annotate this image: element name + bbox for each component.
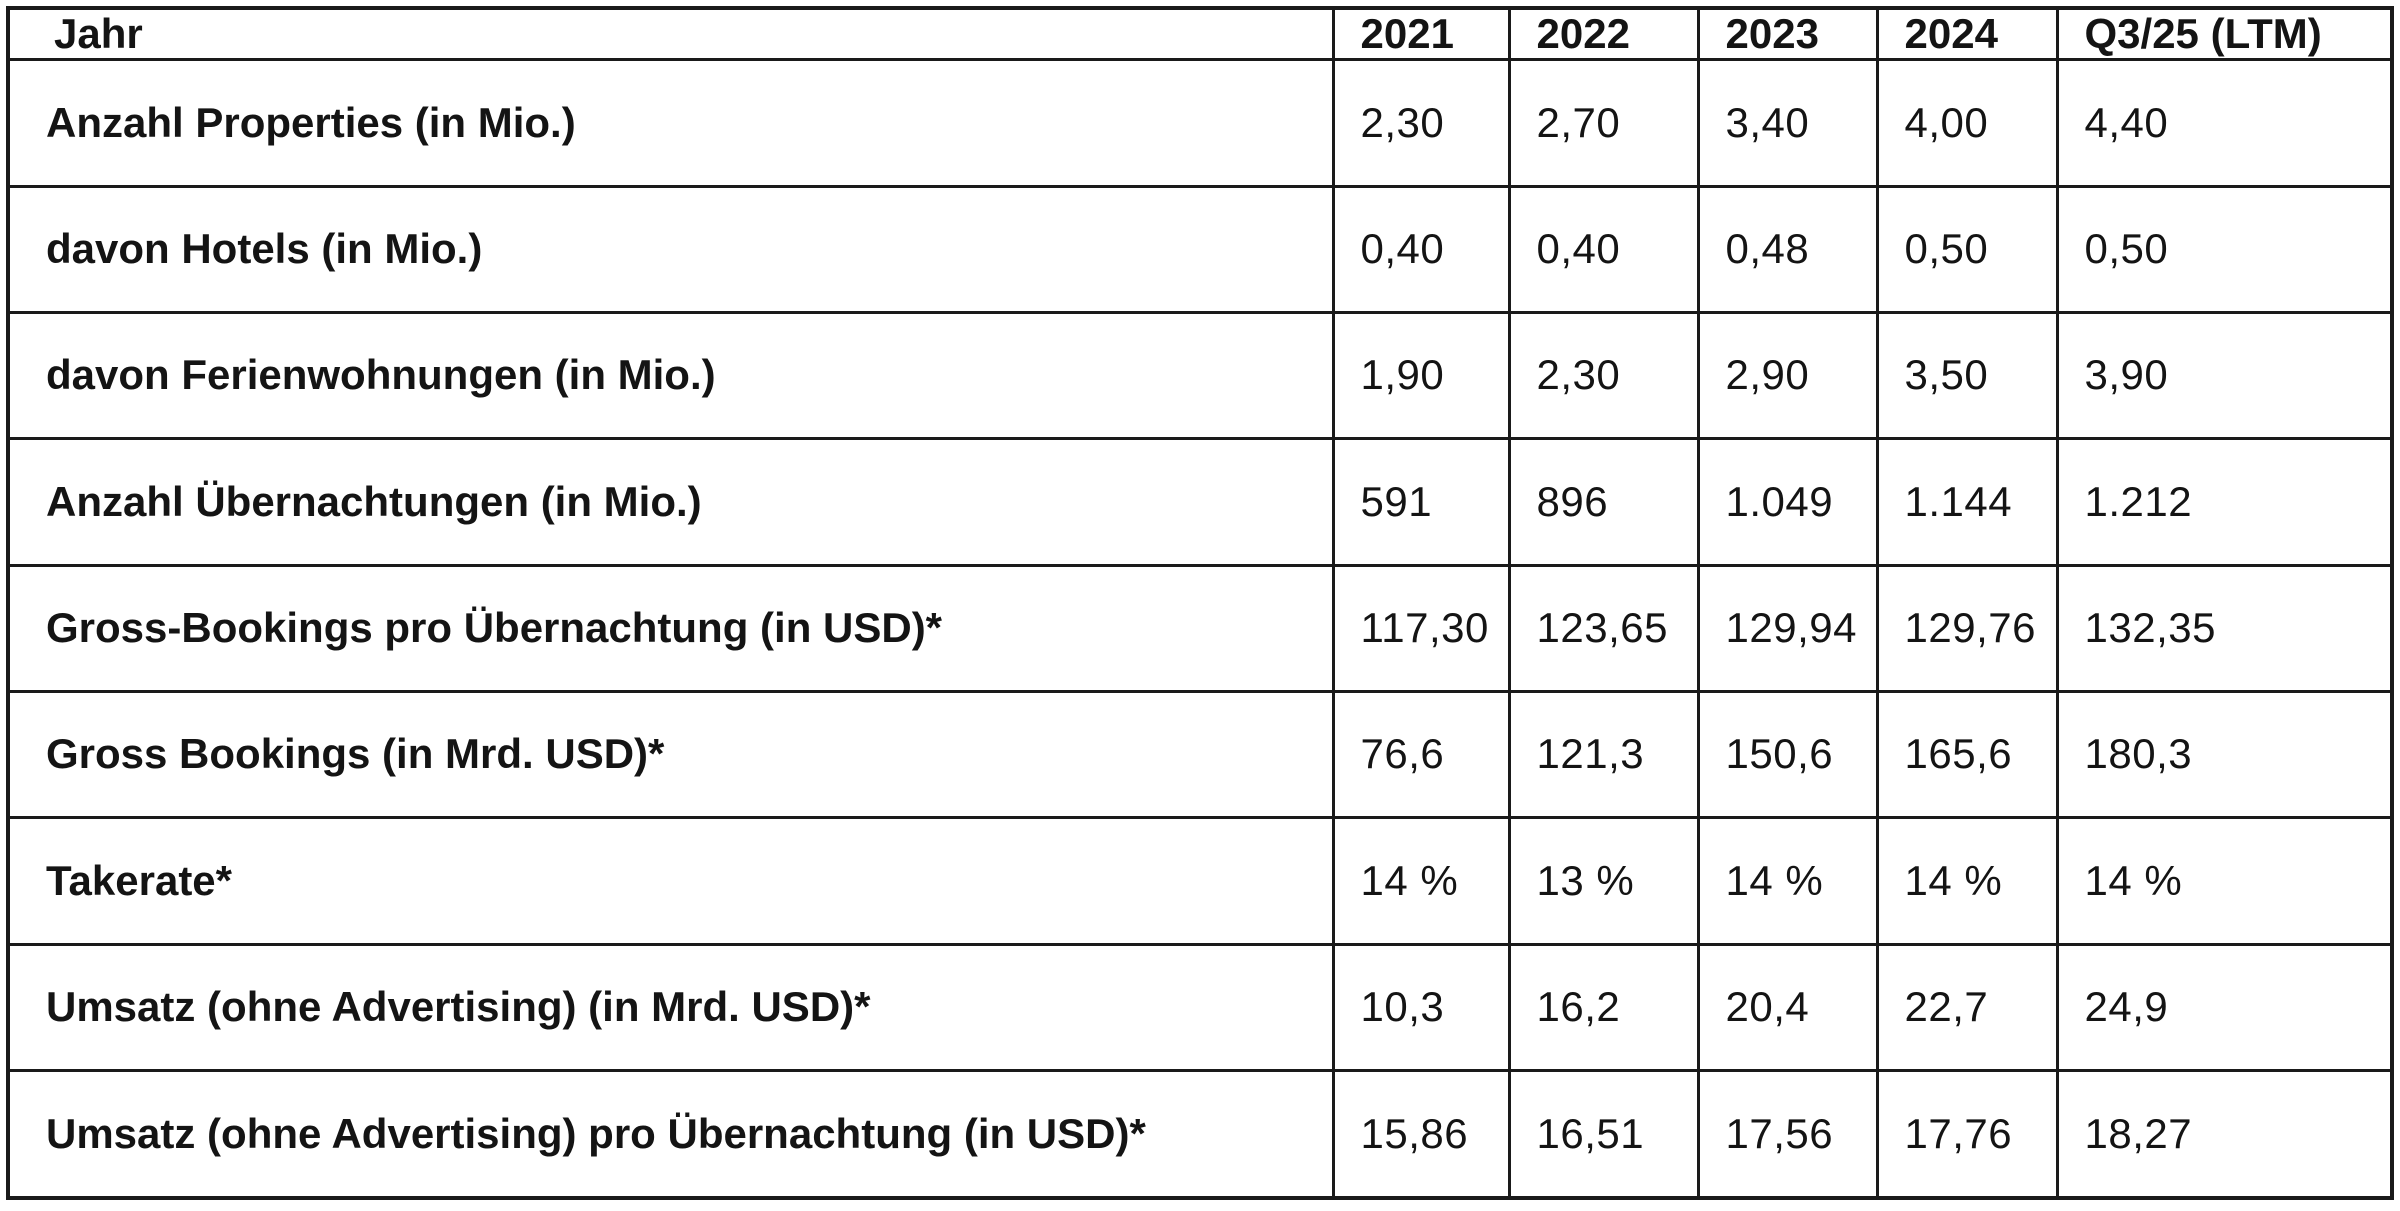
row-label: davon Ferienwohnungen (in Mio.)	[6, 310, 1335, 441]
cell-value: 165,6	[1875, 689, 2059, 820]
cell-value: 24,9	[2055, 942, 2394, 1072]
cell-value: 3,50	[1875, 310, 2059, 441]
cell-value: 121,3	[1507, 689, 1700, 820]
header-row: Jahr 2021 2022 2023 2024 Q3/25 (LTM)	[6, 6, 2394, 62]
table-row-umsatz-pro-uebernachtung: Umsatz (ohne Advertising) pro Übernachtu…	[6, 1068, 2394, 1200]
cell-value: 123,65	[1507, 563, 1700, 693]
table-row-anzahl-properties: Anzahl Properties (in Mio.) 2,30 2,70 3,…	[6, 58, 2394, 188]
financial-metrics-table: Jahr 2021 2022 2023 2024 Q3/25 (LTM) Anz…	[6, 6, 2394, 1200]
cell-value: 15,86	[1331, 1068, 1511, 1200]
column-header-2024: 2024	[1875, 6, 2059, 62]
cell-value: 3,40	[1696, 58, 1879, 188]
cell-value: 591	[1331, 437, 1511, 567]
cell-value: 1,90	[1331, 310, 1511, 441]
cell-value: 1.144	[1875, 437, 2059, 567]
cell-value: 0,40	[1331, 184, 1511, 314]
table-row-davon-hotels: davon Hotels (in Mio.) 0,40 0,40 0,48 0,…	[6, 184, 2394, 314]
cell-value: 1.212	[2055, 437, 2394, 567]
cell-value: 20,4	[1696, 942, 1879, 1072]
cell-value: 18,27	[2055, 1068, 2394, 1200]
cell-value: 4,40	[2055, 58, 2394, 188]
table-row-umsatz-ohne-advertising: Umsatz (ohne Advertising) (in Mrd. USD)*…	[6, 942, 2394, 1072]
cell-value: 16,2	[1507, 942, 1700, 1072]
cell-value: 2,90	[1696, 310, 1879, 441]
cell-value: 10,3	[1331, 942, 1511, 1072]
row-label: Takerate*	[6, 816, 1335, 946]
table-row-takerate: Takerate* 14 % 13 % 14 % 14 % 14 %	[6, 816, 2394, 946]
table-row-gross-bookings: Gross Bookings (in Mrd. USD)* 76,6 121,3…	[6, 689, 2394, 820]
column-header-2022: 2022	[1507, 6, 1700, 62]
cell-value: 4,00	[1875, 58, 2059, 188]
cell-value: 16,51	[1507, 1068, 1700, 1200]
table-row-gross-bookings-pro-uebernachtung: Gross-Bookings pro Übernachtung (in USD)…	[6, 563, 2394, 693]
column-header-jahr: Jahr	[6, 6, 1335, 62]
row-label: davon Hotels (in Mio.)	[6, 184, 1335, 314]
cell-value: 896	[1507, 437, 1700, 567]
financial-metrics-table-container: Jahr 2021 2022 2023 2024 Q3/25 (LTM) Anz…	[6, 6, 2394, 1200]
column-header-q3-25-ltm: Q3/25 (LTM)	[2055, 6, 2394, 62]
cell-value: 1.049	[1696, 437, 1879, 567]
cell-value: 150,6	[1696, 689, 1879, 820]
cell-value: 13 %	[1507, 816, 1700, 946]
cell-value: 14 %	[1331, 816, 1511, 946]
row-label: Gross Bookings (in Mrd. USD)*	[6, 689, 1335, 820]
cell-value: 2,70	[1507, 58, 1700, 188]
cell-value: 180,3	[2055, 689, 2394, 820]
cell-value: 129,94	[1696, 563, 1879, 693]
row-label: Anzahl Properties (in Mio.)	[6, 58, 1335, 188]
cell-value: 14 %	[2055, 816, 2394, 946]
cell-value: 3,90	[2055, 310, 2394, 441]
cell-value: 2,30	[1507, 310, 1700, 441]
cell-value: 0,50	[2055, 184, 2394, 314]
table-row-anzahl-uebernachtungen: Anzahl Übernachtungen (in Mio.) 591 896 …	[6, 437, 2394, 567]
cell-value: 117,30	[1331, 563, 1511, 693]
cell-value: 0,40	[1507, 184, 1700, 314]
cell-value: 0,48	[1696, 184, 1879, 314]
cell-value: 17,56	[1696, 1068, 1879, 1200]
row-label: Umsatz (ohne Advertising) pro Übernachtu…	[6, 1068, 1335, 1200]
row-label: Umsatz (ohne Advertising) (in Mrd. USD)*	[6, 942, 1335, 1072]
table-row-davon-ferienwohnungen: davon Ferienwohnungen (in Mio.) 1,90 2,3…	[6, 310, 2394, 441]
column-header-2023: 2023	[1696, 6, 1879, 62]
cell-value: 17,76	[1875, 1068, 2059, 1200]
cell-value: 0,50	[1875, 184, 2059, 314]
cell-value: 76,6	[1331, 689, 1511, 820]
cell-value: 14 %	[1875, 816, 2059, 946]
cell-value: 129,76	[1875, 563, 2059, 693]
row-label: Gross-Bookings pro Übernachtung (in USD)…	[6, 563, 1335, 693]
cell-value: 132,35	[2055, 563, 2394, 693]
row-label: Anzahl Übernachtungen (in Mio.)	[6, 437, 1335, 567]
cell-value: 2,30	[1331, 58, 1511, 188]
cell-value: 14 %	[1696, 816, 1879, 946]
cell-value: 22,7	[1875, 942, 2059, 1072]
column-header-2021: 2021	[1331, 6, 1511, 62]
